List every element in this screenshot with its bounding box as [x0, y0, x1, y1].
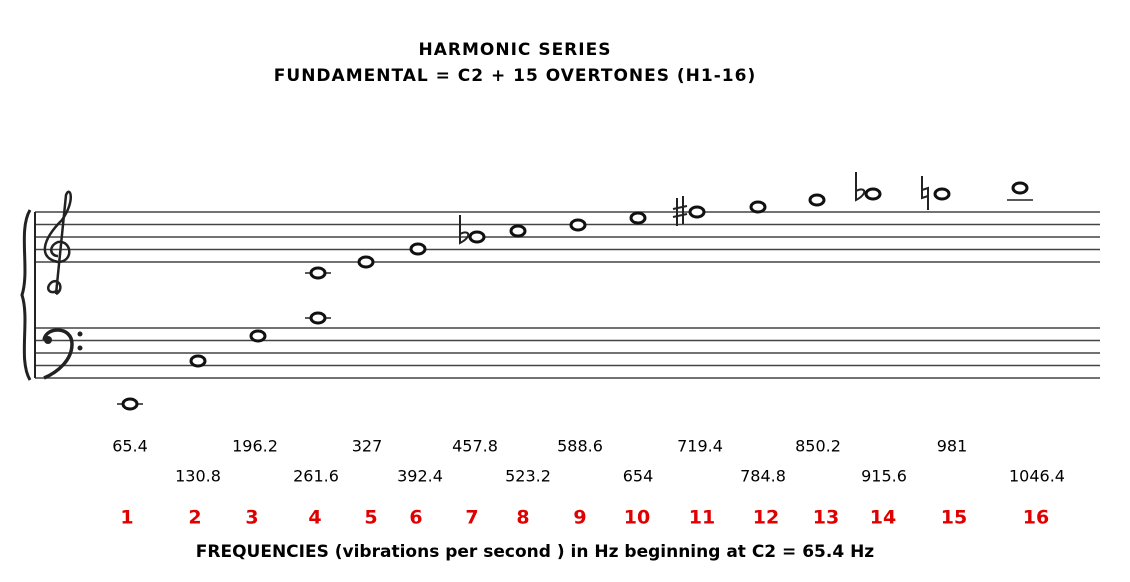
- harmonic: 915.6 14: [861, 187, 907, 529]
- frequency: 588.6: [557, 437, 603, 456]
- harmonic: 784.8 12: [740, 200, 786, 529]
- harmonic: 850.2 13: [795, 193, 841, 529]
- frequency: 457.8: [452, 437, 498, 456]
- note-head: [121, 397, 139, 411]
- harmonic: 261.64: [293, 266, 339, 529]
- harmonic-number: 8: [516, 507, 529, 529]
- frequency: 392.4: [397, 467, 443, 486]
- harmonic-number: 3: [245, 507, 258, 529]
- harmonic-number: 12: [753, 507, 779, 529]
- treble-clef: [43, 190, 72, 296]
- frequency: 523.2: [505, 467, 551, 486]
- note-head: [808, 193, 826, 207]
- frequency: 850.2: [795, 437, 841, 456]
- frequency: 65.4: [112, 437, 148, 456]
- frequency: 130.8: [175, 467, 221, 486]
- bass-staff: [35, 327, 1100, 379]
- accidental-flat: [459, 215, 470, 245]
- note-head: [1011, 181, 1029, 195]
- harmonic: 196.23: [232, 329, 278, 529]
- note-head: [189, 354, 207, 368]
- frequency: 261.6: [293, 467, 339, 486]
- harmonic: 1046.4 16: [1007, 181, 1065, 529]
- note-head: [409, 242, 427, 256]
- harmonic-number: 6: [409, 507, 422, 529]
- frequency: 784.8: [740, 467, 786, 486]
- frequency: 327: [352, 437, 383, 456]
- harmonic-number: 1: [120, 507, 133, 529]
- harmonic: 65.41: [112, 397, 148, 529]
- natural-sign: [921, 176, 929, 210]
- bass-clef: [42, 328, 83, 380]
- accidental-natural: [921, 176, 929, 210]
- harmonic: 523.28: [505, 224, 551, 529]
- harmonic-number: 13: [813, 507, 839, 529]
- note-head: [749, 200, 767, 214]
- note-head: [249, 329, 267, 343]
- harmonic: 719.4 11: [677, 205, 723, 529]
- harmonic-number: 4: [308, 507, 321, 529]
- harmonic-number: 10: [624, 507, 650, 529]
- harmonic: 130.82: [175, 354, 221, 529]
- harmonic: 392.46: [397, 242, 443, 529]
- flat-sign: [855, 172, 866, 202]
- note-head: [309, 311, 327, 325]
- note-head: [629, 211, 647, 225]
- accidental-sharp: [672, 196, 688, 226]
- harmonic-number: 7: [465, 507, 478, 529]
- harmonic-number: 15: [941, 507, 967, 529]
- frequency: 654: [623, 467, 654, 486]
- frequency: 196.2: [232, 437, 278, 456]
- note-head: [569, 218, 587, 232]
- frequency: 719.4: [677, 437, 723, 456]
- harmonic-number: 9: [573, 507, 586, 529]
- brace: [20, 209, 32, 381]
- frequency: 915.6: [861, 467, 907, 486]
- harmonic: 588.69: [557, 218, 603, 529]
- accidental-flat: [855, 172, 866, 202]
- footer: FREQUENCIES (vibrations per second ) in …: [196, 542, 875, 562]
- harmonic-number: 2: [188, 507, 201, 529]
- sharp-sign: [672, 196, 688, 226]
- treble-staff: [35, 211, 1100, 263]
- note-head: [309, 266, 327, 280]
- flat-sign: [459, 215, 470, 245]
- harmonic-number: 5: [364, 507, 377, 529]
- harmonic: 981 15: [933, 187, 968, 529]
- harmonic: 327 5: [352, 255, 383, 529]
- note-head: [509, 224, 527, 238]
- title: HARMONIC SERIES: [419, 40, 612, 60]
- subtitle: FUNDAMENTAL = C2 + 15 OVERTONES (H1-16): [274, 66, 756, 86]
- note-head: [688, 205, 706, 219]
- harmonic: 654 10: [623, 211, 654, 529]
- harmonic: 457.87: [452, 230, 498, 529]
- note-head: [357, 255, 375, 269]
- frequency: 981: [937, 437, 968, 456]
- note-head: [468, 230, 486, 244]
- harmonic-number: 16: [1023, 507, 1049, 529]
- harmonic-number: 14: [870, 507, 896, 529]
- note-head: [933, 187, 951, 201]
- frequency: 1046.4: [1009, 467, 1065, 486]
- note-head: [864, 187, 882, 201]
- harmonic-number: 11: [689, 507, 715, 529]
